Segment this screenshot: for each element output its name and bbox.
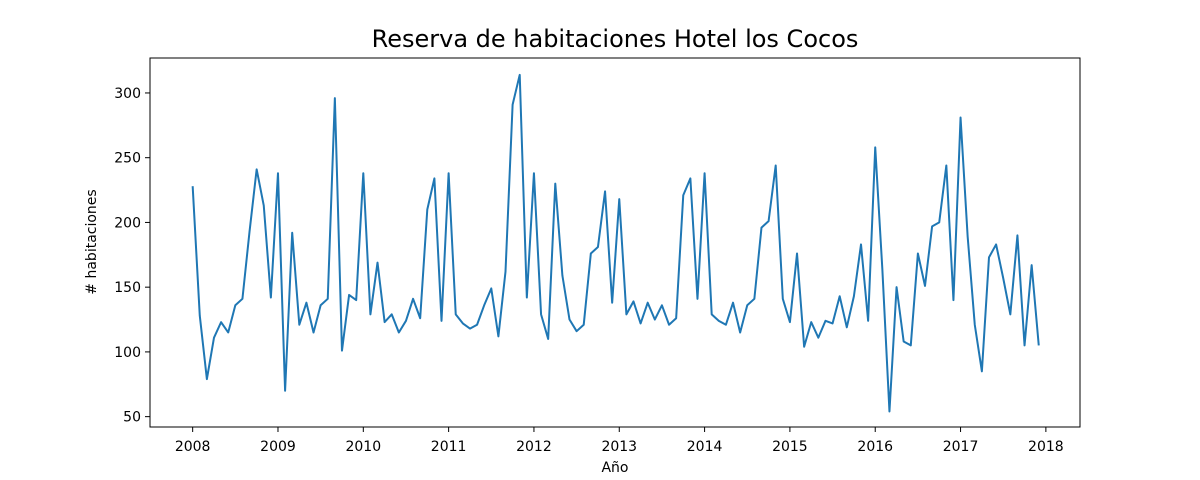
x-tick-label: 2018: [1028, 439, 1064, 455]
plot-frame: [149, 57, 1081, 428]
x-tick-label: 2011: [431, 439, 467, 455]
y-tick-label: 100: [114, 345, 141, 361]
y-tick-label: 50: [123, 410, 141, 426]
x-axis: 2008 2009 2010 2011 2012 2013 2014 2015 2016 2017…: [175, 427, 1064, 455]
y-tick-label: 250: [114, 151, 141, 167]
x-tick-label: 2014: [687, 439, 723, 455]
plot-area: [191, 73, 1040, 413]
x-tick-label: 2008: [175, 439, 211, 455]
y-tick-label: 200: [114, 215, 141, 231]
x-tick-label: 2015: [772, 439, 808, 455]
x-tick-label: 2017: [943, 439, 979, 455]
x-tick-label: 2012: [516, 439, 552, 455]
x-tick-label: 2009: [260, 439, 296, 455]
y-axis: 50 100 150 200 250 300: [114, 86, 150, 426]
x-tick-label: 2013: [601, 439, 637, 455]
y-axis-label: # habitaciones: [84, 189, 100, 294]
x-tick-label: 2016: [857, 439, 893, 455]
x-axis-label: Año: [601, 460, 628, 476]
y-tick-label: 150: [114, 280, 141, 296]
series-line: [191, 73, 1040, 413]
x-tick-label: 2010: [345, 439, 381, 455]
y-tick-label: 300: [114, 86, 141, 102]
chart-title: Reserva de habitaciones Hotel los Cocos: [372, 25, 859, 53]
